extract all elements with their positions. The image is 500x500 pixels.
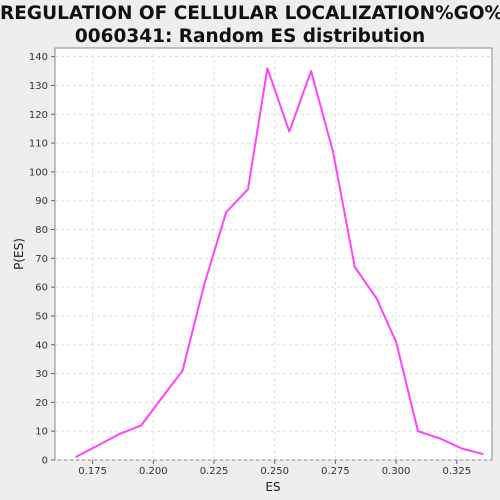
x-tick-label: 0.300	[382, 466, 411, 477]
y-tick-label: 100	[29, 167, 48, 178]
y-tick-label: 70	[35, 254, 48, 265]
y-tick-label: 110	[29, 139, 48, 150]
y-tick-label: 90	[35, 196, 48, 207]
y-tick-label: 130	[29, 81, 48, 92]
series-group	[75, 67, 484, 458]
y-tick-label: 0	[42, 456, 48, 467]
y-tick-label: 80	[35, 225, 48, 236]
y-axis-label: P(ES)	[12, 238, 26, 270]
y-tick-label: 120	[29, 110, 48, 121]
chart-title: REGULATION OF CELLULAR LOCALIZATION%GO%G…	[0, 2, 500, 48]
x-tick-label: 0.225	[200, 466, 229, 477]
y-tick-label: 60	[35, 283, 48, 294]
y-axis: 0 10 20 30 40 50 60 70 80 90 100 110 120 130 140	[29, 52, 55, 467]
x-tick-label: 0.325	[442, 466, 471, 477]
chart-title-line-1: REGULATION OF CELLULAR LOCALIZATION%GO%G…	[0, 3, 500, 24]
plot-area	[54, 47, 493, 461]
y-tick-label: 50	[35, 311, 48, 322]
y-tick-label: 40	[35, 340, 48, 351]
y-tick-label: 140	[29, 52, 48, 63]
x-tick-label: 0.200	[139, 466, 168, 477]
x-axis: 0.175 0.200 0.225 0.250 0.275 0.300 0.325	[78, 460, 471, 477]
x-tick-label: 0.250	[260, 466, 289, 477]
x-tick-label: 0.275	[321, 466, 350, 477]
y-tick-label: 20	[35, 398, 48, 409]
x-tick-label: 0.175	[78, 466, 107, 477]
series-line	[75, 67, 484, 458]
chart-title-line-2: 0060341: Random ES distribution	[74, 26, 426, 47]
y-tick-label: 30	[35, 369, 48, 380]
x-axis-label: ES	[265, 480, 280, 494]
y-tick-label: 10	[35, 427, 48, 438]
